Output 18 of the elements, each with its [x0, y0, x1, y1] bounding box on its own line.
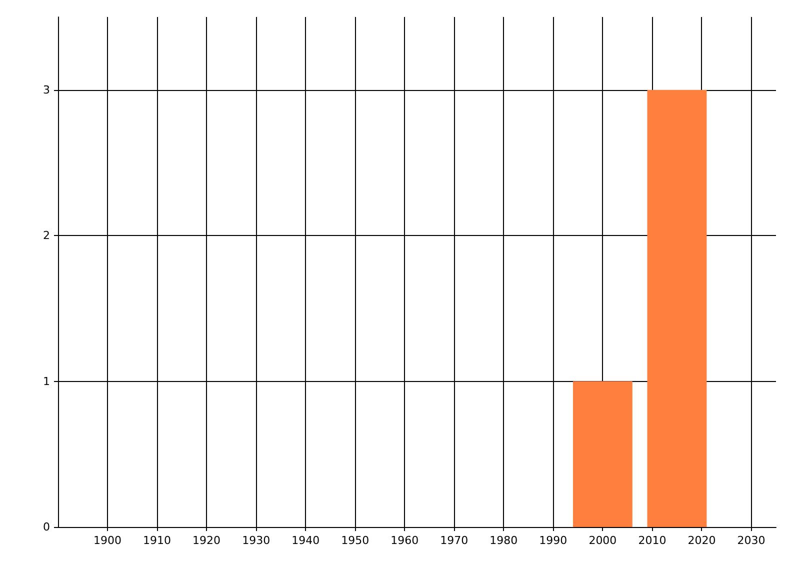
y-tick-label: 1: [43, 374, 50, 388]
x-tick-label: 1970: [440, 534, 468, 547]
x-tick-label: 2020: [688, 534, 716, 547]
x-tick-label: 1990: [539, 534, 568, 547]
x-tick-label: 2010: [638, 534, 666, 547]
x-tick-label: 2030: [737, 534, 766, 547]
x-tick-label: 1920: [192, 534, 221, 547]
y-tick-label: 2: [43, 229, 50, 242]
x-tick-label: 2000: [588, 534, 617, 547]
y-tick-label: 0: [43, 520, 50, 534]
x-tick-label: 1910: [143, 534, 172, 547]
x-tick-label: 1930: [242, 534, 270, 547]
x-tick-label: 1980: [490, 534, 518, 547]
x-tick-label: 1940: [292, 534, 320, 547]
x-tick-label: 1900: [94, 534, 122, 547]
x-tick-label: 1950: [341, 534, 370, 547]
y-tick-label: 3: [43, 83, 50, 96]
x-tick-label: 1960: [390, 534, 419, 547]
